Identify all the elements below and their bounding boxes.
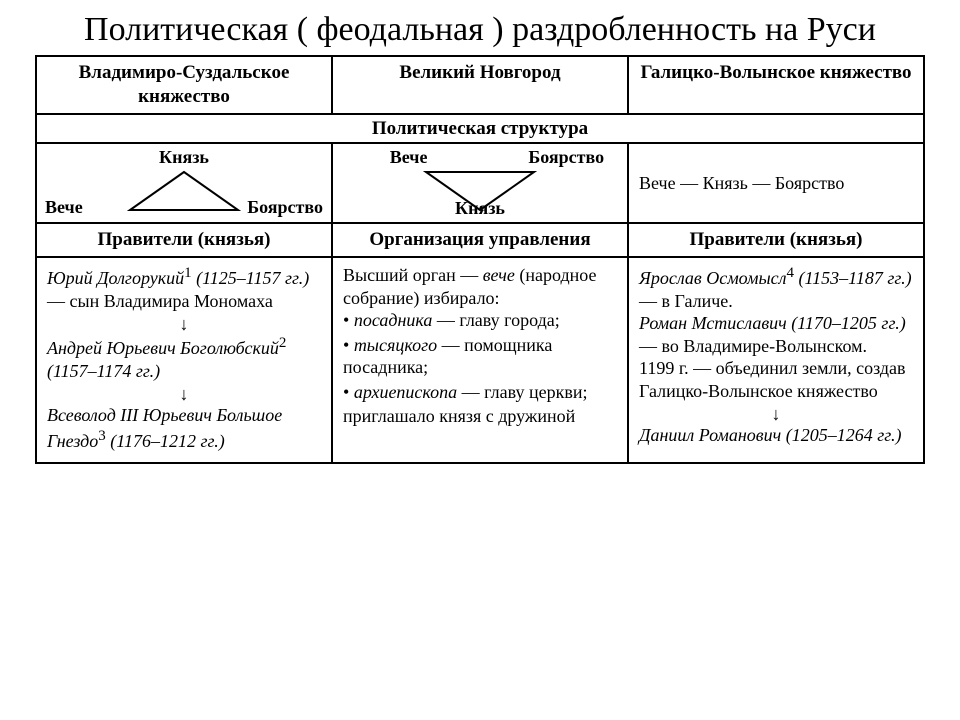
triangle-down-icon bbox=[420, 168, 540, 214]
ruler-2-name: Андрей Юрьевич Боголюбский bbox=[47, 338, 279, 358]
page-title: Политическая ( феодальная ) раздробленно… bbox=[35, 10, 925, 49]
ruler-2: Андрей Юрьевич Боголюбский2 (1157–1174 г… bbox=[47, 334, 321, 382]
gv-r2-name: Роман Мстиславич (1170–1205 гг.) bbox=[639, 313, 906, 333]
ruler-1-name: Юрий Долгорукий bbox=[47, 268, 184, 288]
ruler-2-years: (1157–1174 гг.) bbox=[47, 361, 160, 381]
ruler-3-years: (1176–1212 гг.) bbox=[106, 431, 225, 451]
gv-r1-name: Ярослав Осмомысл bbox=[639, 268, 787, 288]
list-item: архиепископа — главу церкви; bbox=[343, 381, 617, 404]
ruler-1-sup: 1 bbox=[184, 265, 192, 281]
ruler-1: Юрий Долгорукий1 (1125–1157 гг.) — сын В… bbox=[47, 264, 321, 312]
gv-ruler-2: Роман Мстиславич (1170–1205 гг.) — во Вл… bbox=[639, 312, 913, 357]
tri1-right: Боярство bbox=[247, 196, 323, 219]
li3-a: архиепископа bbox=[354, 382, 457, 402]
subhead-col2: Организация управления bbox=[332, 223, 628, 257]
body-col3: Ярослав Осмомысл4 (1153–1187 гг.) — в Га… bbox=[628, 257, 924, 463]
li3-b: — главу церкви; bbox=[457, 382, 587, 402]
comparison-table: Владимиро-Суздальское княжество Великий … bbox=[35, 55, 925, 464]
structure-col2: Вече Боярство Князь bbox=[332, 143, 628, 223]
ruler-1-tail: — сын Владимира Мономаха bbox=[47, 291, 273, 311]
gv-r1-years: (1153–1187 гг.) bbox=[799, 268, 912, 288]
triangle-icon bbox=[124, 168, 244, 214]
gv-r1-tail: — в Галиче. bbox=[639, 291, 733, 311]
structure-col3: Вече — Князь — Боярство bbox=[628, 143, 924, 223]
subhead-col1: Правители (князья) bbox=[36, 223, 332, 257]
ruler-2-sup: 2 bbox=[279, 335, 287, 351]
list-item: посадника — главу города; bbox=[343, 309, 617, 332]
veche-intro: Высший орган — вече (народное собрание) … bbox=[343, 264, 617, 309]
intro-b: вече bbox=[483, 265, 515, 285]
structure-col1: Князь Вече Боярство bbox=[36, 143, 332, 223]
body-col1: Юрий Долгорукий1 (1125–1157 гг.) — сын В… bbox=[36, 257, 332, 463]
arrow-down-icon: ↓ bbox=[47, 315, 321, 333]
gv-r1-sup: 4 bbox=[787, 265, 795, 281]
li2-a: тысяцкого bbox=[354, 335, 437, 355]
ruler-1-years: (1125–1157 гг.) bbox=[196, 268, 309, 288]
header-col3: Галицко-Волынское княжество bbox=[628, 56, 924, 114]
arrow-down-icon: ↓ bbox=[47, 385, 321, 403]
tri2-right: Боярство bbox=[528, 146, 604, 169]
veche-outro: приглашало князя с дружиной bbox=[343, 405, 617, 428]
tri1-top: Князь bbox=[159, 146, 209, 169]
li1-b: — главу города; bbox=[432, 310, 559, 330]
tri1-left: Вече bbox=[45, 196, 83, 219]
intro-a: Высший орган — bbox=[343, 265, 483, 285]
section-political-structure: Политическая структура bbox=[36, 114, 924, 144]
body-col2: Высший орган — вече (народное собрание) … bbox=[332, 257, 628, 463]
header-col2: Великий Новгород bbox=[332, 56, 628, 114]
gv-structure-text: Вече — Князь — Боярство bbox=[639, 172, 913, 195]
tri2-left: Вече bbox=[390, 146, 428, 169]
ruler-3: Всеволод III Юрьевич Большое Гнездо3 (11… bbox=[47, 404, 321, 452]
li1-a: посадника bbox=[354, 310, 433, 330]
gv-unite: 1199 г. — объединил земли, создав Галицк… bbox=[639, 357, 913, 402]
subhead-col3: Правители (князья) bbox=[628, 223, 924, 257]
list-item: тысяцкого — помощника посадника; bbox=[343, 334, 617, 379]
gv-r4-name: Даниил Романович (1205–1264 гг.) bbox=[639, 425, 902, 445]
gv-ruler-4: Даниил Романович (1205–1264 гг.) bbox=[639, 424, 913, 447]
header-col1: Владимиро-Суздальское княжество bbox=[36, 56, 332, 114]
veche-list: посадника — главу города; тысяцкого — по… bbox=[343, 309, 617, 403]
gv-r2-tail: — во Владимире-Волынском. bbox=[639, 336, 867, 356]
gv-ruler-1: Ярослав Осмомысл4 (1153–1187 гг.) — в Га… bbox=[639, 264, 913, 312]
arrow-down-icon: ↓ bbox=[639, 405, 913, 423]
ruler-3-sup: 3 bbox=[98, 428, 106, 444]
